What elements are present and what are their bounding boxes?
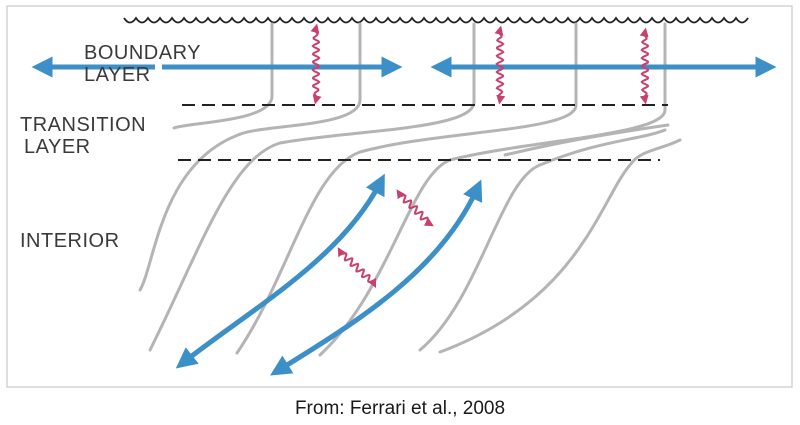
boundary-layer-label: BOUNDARY LAYER	[84, 42, 201, 86]
mixing-arrows	[310, 23, 650, 289]
isopycnal-line-8	[503, 123, 670, 157]
interior-label: INTERIOR	[20, 230, 120, 252]
mixing-arrow-1	[310, 23, 322, 105]
transition-layer-label: TRANSITION LAYER	[20, 114, 146, 158]
transition-layer-label-line-1: TRANSITION	[20, 114, 147, 136]
mixing-arrow-2	[494, 25, 506, 105]
boundary-layer-label-line-1: BOUNDARY	[84, 42, 201, 64]
mixing-arrow-3	[639, 27, 650, 105]
mixing-arrow-4	[396, 189, 434, 227]
ocean-layers-diagram	[6, 5, 793, 388]
transition-layer-label-line-2: LAYER	[24, 136, 91, 158]
sea-surface-wave-line	[123, 16, 749, 24]
isopycnal-line-2	[138, 22, 362, 292]
boundary-layer-label-line-2: LAYER	[84, 64, 151, 86]
isopycnal-line-1	[172, 22, 274, 130]
figure-caption: From: Ferrari et al., 2008	[294, 398, 506, 419]
interior-flow-arrow-2	[270, 179, 483, 376]
isopycnal-line-7	[438, 138, 682, 354]
mixing-arrow-5	[337, 247, 377, 289]
